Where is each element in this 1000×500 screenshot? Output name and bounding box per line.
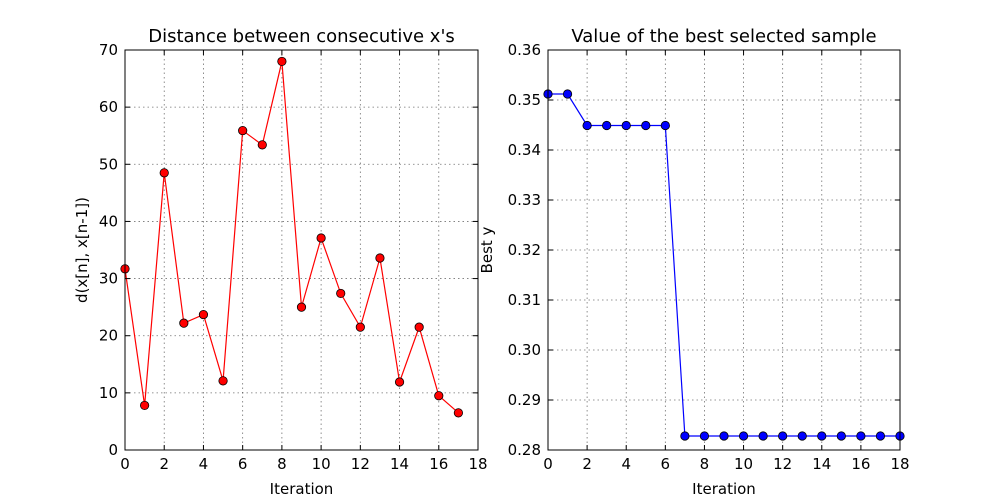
series (543, 89, 905, 441)
x-tick-label: 16 (851, 455, 870, 473)
x-tick-label: 8 (277, 455, 287, 473)
data-point (836, 431, 846, 441)
data-point (257, 140, 267, 150)
y-tick-label: 0.29 (508, 391, 541, 409)
data-point (660, 120, 670, 131)
data-point (856, 431, 866, 441)
data-point (238, 125, 248, 136)
data-point (159, 168, 169, 178)
series-line (124, 61, 459, 414)
y-tick-label: 0.35 (508, 91, 541, 109)
x-tick-label: 6 (238, 455, 248, 473)
data-point (394, 377, 405, 387)
x-tick-label: 16 (429, 455, 448, 473)
y-tick-label: 0.28 (508, 441, 541, 459)
x-tick-label: 12 (773, 455, 792, 473)
data-point (621, 120, 631, 131)
y-tick-label: 60 (99, 98, 118, 116)
data-point (277, 56, 287, 67)
y-tick-label: 0.36 (508, 41, 541, 59)
data-point (316, 233, 326, 243)
data-point (140, 400, 150, 411)
x-tick-label: 10 (312, 455, 331, 473)
y-tick-label: 0.34 (508, 141, 541, 159)
y-tick-label: 40 (99, 212, 118, 230)
x-tick-label: 2 (159, 455, 169, 473)
y-axis-label: d(x[n], x[n-1]) (73, 197, 91, 303)
x-tick-label: 18 (468, 455, 487, 473)
data-point (434, 391, 444, 401)
x-tick-label: 18 (890, 455, 909, 473)
best-sample-chart: 0 2 4 6 8 10 12 14 16 18 0.28 0.29 0.30 0.31 0.32 0.33 0… (478, 26, 910, 498)
data-point (797, 431, 807, 441)
data-point (758, 431, 768, 441)
data-point (602, 120, 612, 131)
data-point (875, 431, 886, 441)
data-point (453, 408, 463, 418)
grid (125, 50, 478, 450)
data-point (582, 120, 592, 131)
x-axis-label: Iteration (692, 480, 756, 498)
y-tick-label: 70 (99, 41, 118, 59)
data-point (562, 89, 573, 99)
y-tick-label: 10 (99, 384, 118, 402)
data-point (179, 318, 189, 328)
y-tick-label: 30 (99, 270, 118, 288)
series-line (548, 93, 900, 437)
x-tick-label: 6 (661, 455, 671, 473)
data-point (198, 309, 209, 320)
chart-title: Value of the best selected sample (571, 26, 876, 47)
x-tick-label: 8 (700, 455, 710, 473)
data-point (680, 431, 690, 441)
data-point (738, 431, 749, 441)
x-tick-label: 12 (351, 455, 370, 473)
distance-chart: 0 2 4 6 8 10 12 14 16 18 0 10 20 30 40 50 60 70 Distance … (73, 26, 488, 498)
x-tick-label: 2 (582, 455, 592, 473)
y-tick-label: 0.33 (508, 191, 541, 209)
x-tick-label: 4 (199, 455, 209, 473)
ticks: 0 2 4 6 8 10 12 14 16 18 0.28 0.29 0.30 0.31 0.32 0.33 0… (508, 41, 910, 473)
x-tick-label: 10 (734, 455, 753, 473)
y-tick-label: 50 (99, 155, 118, 173)
data-point (817, 431, 827, 441)
data-point (375, 253, 385, 263)
data-point (296, 302, 307, 312)
x-tick-label: 14 (812, 455, 831, 473)
ticks: 0 2 4 6 8 10 12 14 16 18 0 10 20 30 40 50 60 70 (99, 41, 488, 473)
x-tick-label: 0 (543, 455, 553, 473)
x-axis-label: Iteration (270, 480, 334, 498)
series (120, 56, 463, 418)
y-tick-label: 0 (108, 441, 118, 459)
data-point (355, 322, 365, 332)
plot-frame (124, 49, 479, 451)
y-tick-label: 0.32 (508, 241, 541, 259)
data-point (641, 120, 651, 131)
chart-title: Distance between consecutive x's (148, 26, 455, 47)
x-tick-label: 0 (120, 455, 130, 473)
y-tick-label: 0.31 (508, 291, 541, 309)
x-tick-label: 4 (621, 455, 631, 473)
data-point (778, 431, 788, 441)
y-tick-label: 0.30 (508, 341, 541, 359)
data-point (719, 431, 729, 441)
x-tick-label: 14 (390, 455, 409, 473)
data-point (414, 322, 424, 332)
grid (548, 50, 900, 450)
y-tick-label: 20 (99, 327, 118, 345)
data-point (218, 376, 228, 386)
data-point (336, 288, 346, 299)
y-axis-label: Best y (478, 226, 496, 273)
data-point (699, 431, 710, 441)
